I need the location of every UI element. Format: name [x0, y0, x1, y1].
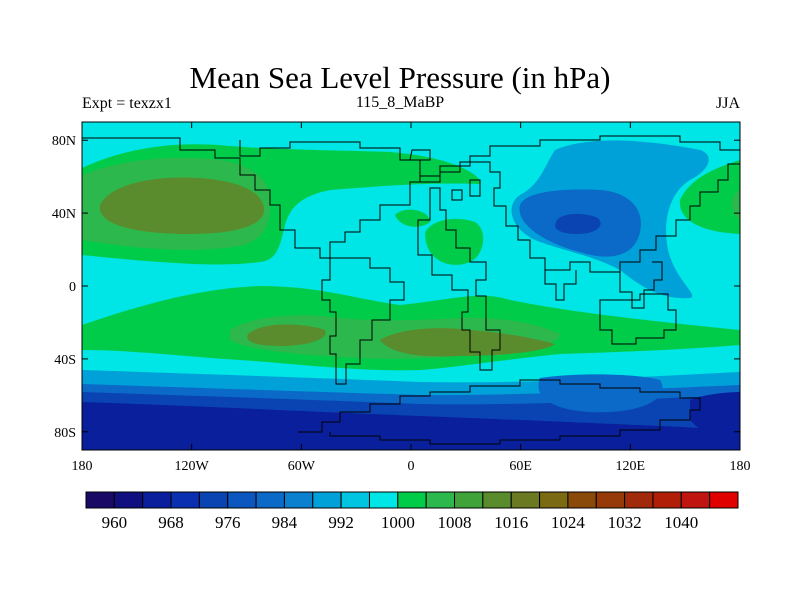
lon-tick-label: 120W [175, 459, 210, 474]
coastline-north-america [82, 137, 421, 259]
coastline-se-asia [619, 261, 663, 309]
colorbar-swatch [652, 491, 682, 509]
colorbar-label: 1032 [608, 513, 642, 532]
colorbar-swatch [510, 491, 541, 509]
field-1008-east [731, 190, 740, 220]
lon-tick-label: 0 [408, 459, 415, 474]
colorbar-label: 968 [158, 513, 184, 532]
colorbar-swatch [539, 491, 569, 509]
colorbar-swatch [283, 491, 314, 509]
colorbar-swatch [680, 491, 711, 509]
coastline-australia [599, 293, 677, 345]
lon-tick-label: 120E [616, 459, 646, 474]
coastline-europe-detail [451, 179, 481, 201]
colorbar-label: 1008 [438, 513, 472, 532]
colorbar-label: 984 [272, 513, 298, 532]
colorbar-label: 992 [328, 513, 354, 532]
field-1000-atlantic-2 [395, 209, 430, 227]
lat-tick-label: 0 [69, 280, 76, 295]
field-1000-east [679, 160, 740, 234]
colorbar-swatch [368, 491, 399, 509]
colorbar-swatch [397, 491, 427, 509]
colorbar-swatch [170, 491, 200, 509]
colorbar-label: 976 [215, 513, 241, 532]
colorbar-swatch [255, 491, 285, 509]
coastline-antarctica [298, 379, 701, 445]
field-960-pacific-sector [690, 392, 740, 441]
field-968-asia [555, 213, 601, 234]
colorbar-swatch [567, 491, 597, 509]
field-960-south [82, 402, 740, 450]
experiment-label: Expt = texzx1 [82, 95, 172, 112]
colorbar-swatch [425, 491, 456, 509]
colorbar-swatch [454, 491, 484, 509]
coastlines [82, 135, 740, 445]
coastline-greenland [409, 149, 431, 161]
colorbar-swatch [85, 491, 115, 509]
field-1016-south-2 [380, 328, 555, 357]
lat-tick-label: 40N [52, 207, 76, 222]
coastline-africa [417, 187, 501, 371]
colorbar-swatch [709, 491, 739, 509]
coastline-south-america [321, 257, 405, 385]
colorbar-swatch [624, 491, 654, 509]
colorbar-swatch [227, 491, 257, 509]
coastline-eurasia [419, 135, 740, 273]
lon-tick-label: 60E [509, 459, 532, 474]
chart-title: Mean Sea Level Pressure (in hPa) [189, 60, 611, 95]
field-1000-atlantic [425, 218, 484, 265]
colorbar-swatch [340, 491, 370, 509]
lon-tick-label: 180 [730, 459, 751, 474]
lon-tick-label: 180 [72, 459, 93, 474]
season-label: JJA [715, 95, 740, 112]
colorbar-label: 1000 [381, 513, 415, 532]
colorbar-label: 1016 [494, 513, 528, 532]
lat-tick-label: 40S [54, 353, 76, 368]
field-1016-south-1 [247, 324, 326, 346]
colorbar-label: 960 [102, 513, 128, 532]
colorbar-swatch [198, 491, 229, 509]
colorbar-swatch [595, 491, 626, 509]
lon-tick-label: 60W [288, 459, 316, 474]
colorbar-label: 1040 [664, 513, 698, 532]
field-1016-north-pacific [99, 177, 265, 234]
lat-tick-label: 80S [54, 426, 76, 441]
colorbar-swatch [142, 491, 172, 509]
colorbar-swatch [312, 491, 342, 509]
coastline-india [544, 258, 577, 301]
colorbar-swatch [113, 491, 144, 509]
period-label: 115_8_MaBP [355, 94, 445, 111]
colorbar-swatch [482, 491, 512, 509]
colorbar-label: 1024 [551, 513, 586, 532]
lat-tick-label: 80N [52, 134, 76, 149]
